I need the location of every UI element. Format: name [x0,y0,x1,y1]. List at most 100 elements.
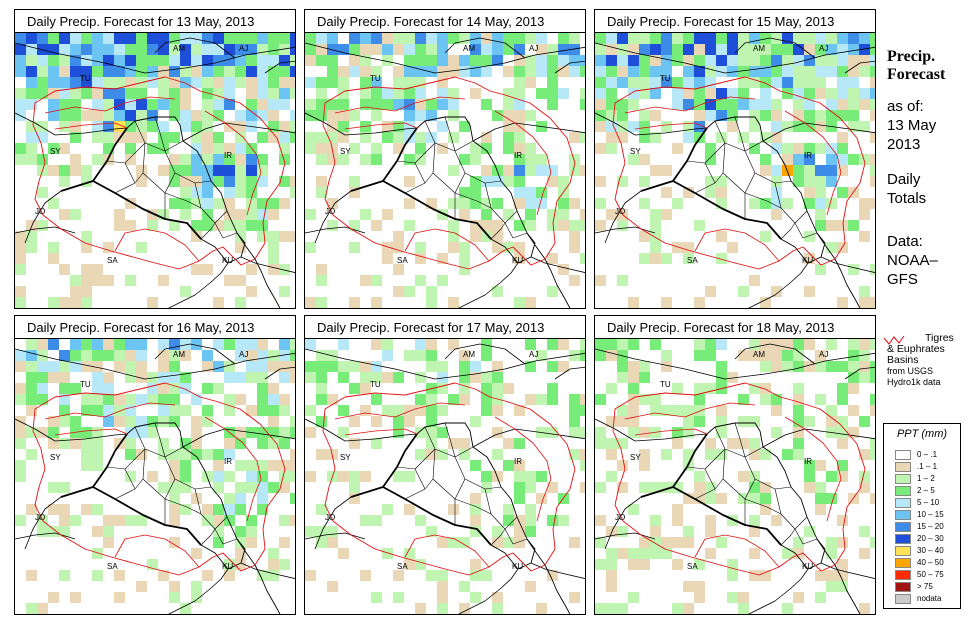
precip-cell [327,308,338,309]
precip-cell [727,99,738,110]
precip-cell [826,88,837,99]
country-border [748,262,809,308]
country-border [15,42,295,74]
precip-cell [371,372,382,383]
precip-cell [316,187,327,198]
country-border [554,60,585,74]
precip-cell [59,614,70,615]
precip-cell [393,99,404,110]
precip-cell [606,99,617,110]
precip-cell [749,99,760,110]
ppt-legend-item: 2 – 5 [895,486,961,498]
precip-cell [525,471,536,482]
precip-cell [147,44,158,55]
precip-cell [136,361,147,372]
province-border [744,456,792,490]
precip-cell [246,350,257,361]
precip-cell [290,416,295,427]
precip-cell [716,427,727,438]
precip-cell [92,383,103,394]
precip-cell [92,77,103,88]
province-border [490,222,506,240]
precip-cell [305,33,316,44]
precip-cell [448,297,459,308]
precip-cell [848,405,859,416]
precip-cell [727,592,738,603]
precip-cell [125,427,136,438]
country-label: AM [753,350,765,359]
precip-cell [569,132,580,143]
precip-cell [213,176,224,187]
province-border [164,172,176,194]
precip-cell [595,394,606,405]
precip-cell [235,482,246,493]
precip-cell [661,361,672,372]
precip-cell [694,592,705,603]
precip-cell [793,55,804,66]
precip-cell [716,405,727,416]
precip-cell [628,394,639,405]
precip-cell [492,198,503,209]
precip-cell [305,99,316,110]
precip-cell [448,132,459,143]
precip-cell [782,548,793,559]
precip-cell [360,361,371,372]
precip-cell [683,242,694,253]
precip-cell [191,55,202,66]
ppt-legend-swatch [895,558,911,568]
precip-cell [382,55,393,66]
precip-cell [169,88,180,99]
precip-cell [738,592,749,603]
data-line2: NOAA– [887,252,938,269]
precip-cell [426,427,437,438]
precip-cell [257,394,268,405]
ppt-legend-swatch [895,594,911,604]
precip-cell [180,449,191,460]
precip-cell [246,286,257,297]
precip-cell [235,44,246,55]
precip-cell [639,372,650,383]
precip-cell [26,614,37,615]
precip-cell [404,198,415,209]
precip-cell [738,66,749,77]
precip-cell [848,383,859,394]
precip-cell [290,66,295,77]
basin-outline [322,76,576,270]
precip-cell [37,383,48,394]
precip-cell [224,165,235,176]
country-border [15,418,56,442]
precip-cell [316,394,327,405]
precip-cell [158,438,169,449]
precip-cell [793,99,804,110]
precip-cell [213,110,224,121]
precip-cell [661,121,672,132]
precip-cell [683,77,694,88]
precip-cell [125,339,136,350]
precip-cell [683,121,694,132]
precip-cell [793,33,804,44]
precip-cell [859,339,870,350]
precip-cell [727,110,738,121]
country-label: AM [463,350,475,359]
precip-cell [92,548,103,559]
precip-cell [426,449,437,460]
precip-cell [349,110,360,121]
precip-cell [257,471,268,482]
precip-cell [26,121,37,132]
precip-cell [749,526,760,537]
precip-cell [103,350,114,361]
precip-cell [639,537,650,548]
precip-cell [716,187,727,198]
precip-cell [268,231,279,242]
precip-cell [569,275,580,286]
coastline [526,232,571,308]
precip-cell [492,231,503,242]
precip-cell [48,88,59,99]
precip-cell [371,88,382,99]
country-label: TU [80,74,91,83]
precip-cell [268,33,279,44]
precip-cell [815,361,826,372]
precip-cell [815,44,826,55]
precip-cell [459,361,470,372]
precip-cell [125,220,136,231]
